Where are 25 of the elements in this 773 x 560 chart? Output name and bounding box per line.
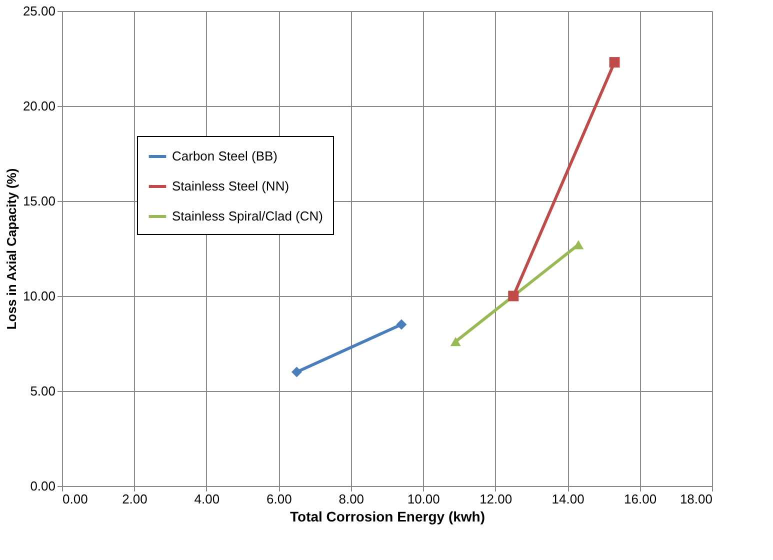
x-axis-title: Total Corrosion Energy (kwh) [290, 508, 485, 524]
legend-label: Carbon Steel (BB) [172, 148, 278, 164]
x-tick-label: 10.00 [407, 492, 440, 506]
point [396, 319, 407, 330]
point [291, 366, 302, 378]
x-tick-label: 16.00 [624, 492, 657, 506]
legend-label: Stainless Steel (NN) [172, 178, 290, 194]
x-tick-label: 18.00 [680, 492, 712, 506]
y-tick-label: 25.00 [22, 4, 56, 18]
x-tick-label: 4.00 [194, 492, 220, 506]
y-tick-label: 0.00 [30, 478, 56, 494]
x-tick-label: 8.00 [338, 492, 364, 506]
x-tick-label: 12.00 [480, 492, 512, 506]
x-tick-label: 0.00 [62, 492, 88, 506]
y-axis-title: Loss in Axial Capacity (%) [4, 168, 19, 330]
y-tick-label: 15.00 [22, 194, 56, 208]
point [508, 290, 519, 302]
x-tick-label: 6.00 [266, 492, 292, 506]
x-tick-label: 14.00 [552, 492, 584, 506]
y-tick-label: 20.00 [22, 98, 56, 114]
y-tick-label: 5.00 [30, 384, 56, 398]
point [609, 57, 620, 68]
x-tick-label: 2.00 [122, 492, 148, 506]
legend-label: Stainless Spiral/Clad (CN) [172, 208, 323, 224]
y-tick-label: 10.00 [22, 288, 56, 304]
